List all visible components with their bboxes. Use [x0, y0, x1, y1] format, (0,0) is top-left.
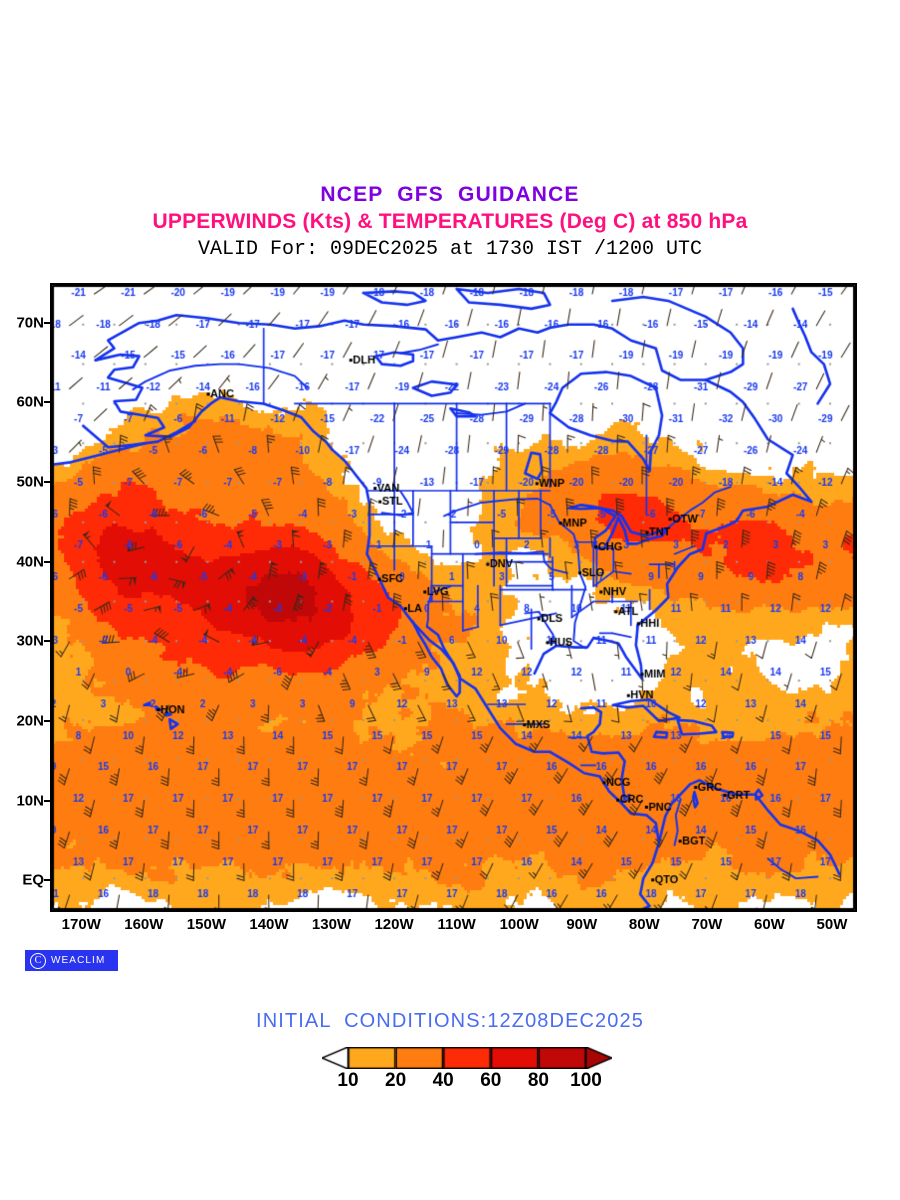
- x-tick-170W: 170W: [61, 916, 101, 933]
- initial-conditions-text: INITIAL CONDITIONS:12Z08DEC2025: [256, 1010, 644, 1032]
- y-tick-mark-70N: [44, 321, 51, 324]
- x-tick-50W: 50W: [816, 916, 848, 933]
- y-tick-mark-40N: [44, 560, 51, 563]
- x-axis-labels: 170W 160W 150W 140W 130W 120W 110W 100W 90W 80W 70…: [50, 916, 857, 940]
- colorbar-tick-80: 80: [527, 1070, 549, 1091]
- chart-title-block: NCEP GFS GUIDANCE UPPERWINDS (Kts) & TEM…: [0, 182, 900, 264]
- x-tick-110W: 110W: [437, 916, 476, 933]
- colorbar-tick-20: 20: [385, 1070, 407, 1091]
- colorbar-tick-60: 60: [480, 1070, 502, 1091]
- y-tick-30N: 30N: [16, 632, 44, 650]
- weaclim-logo: C WEACLIM: [25, 950, 118, 971]
- x-tick-160W: 160W: [124, 916, 164, 933]
- x-tick-120W: 120W: [374, 916, 414, 933]
- x-tick-80W: 80W: [628, 916, 660, 933]
- y-tick-70N: 70N: [16, 314, 44, 332]
- map-plot-frame: [50, 283, 857, 912]
- y-tick-mark-50N: [44, 481, 51, 484]
- y-tick-mark-60N: [44, 401, 51, 404]
- x-tick-150W: 150W: [186, 916, 226, 933]
- x-tick-60W: 60W: [753, 916, 785, 933]
- colorbar-tick-10: 10: [337, 1070, 359, 1091]
- colorbar-gradient: [322, 1047, 612, 1069]
- x-tick-100W: 100W: [499, 916, 539, 933]
- copyright-icon: C: [30, 952, 46, 969]
- x-tick-140W: 140W: [249, 916, 289, 933]
- y-tick-EQ: EQ: [22, 871, 44, 889]
- colorbar: 10 20 40 60 80 100: [322, 1047, 612, 1099]
- y-tick-50N: 50N: [16, 473, 44, 491]
- y-tick-40N: 40N: [16, 553, 44, 571]
- y-axis-labels: EQ 10N 20N 30N 40N 50N 60N 70N: [0, 283, 51, 912]
- y-tick-10N: 10N: [16, 792, 44, 810]
- weather-map-canvas: [52, 285, 855, 910]
- y-tick-mark-20N: [44, 719, 51, 722]
- title-line-variable: UPPERWINDS (Kts) & TEMPERATURES (Deg C) …: [152, 210, 748, 233]
- colorbar-tick-100: 100: [570, 1070, 602, 1091]
- title-line-agency: NCEP GFS GUIDANCE: [320, 183, 580, 206]
- title-line-validtime: VALID For: 09DEC2025 at 1730 IST /1200 U…: [197, 238, 703, 261]
- y-tick-mark-30N: [44, 640, 51, 643]
- colorbar-tick-40: 40: [432, 1070, 454, 1091]
- y-tick-20N: 20N: [16, 712, 44, 730]
- x-tick-90W: 90W: [566, 916, 598, 933]
- y-tick-mark-10N: [44, 799, 51, 802]
- y-tick-mark-EQ: [44, 879, 51, 882]
- y-tick-60N: 60N: [16, 393, 44, 411]
- colorbar-tick-labels: 10 20 40 60 80 100: [322, 1070, 612, 1096]
- x-tick-70W: 70W: [691, 916, 723, 933]
- weaclim-brand-text: WEACLIM: [51, 955, 106, 966]
- x-tick-130W: 130W: [311, 916, 352, 933]
